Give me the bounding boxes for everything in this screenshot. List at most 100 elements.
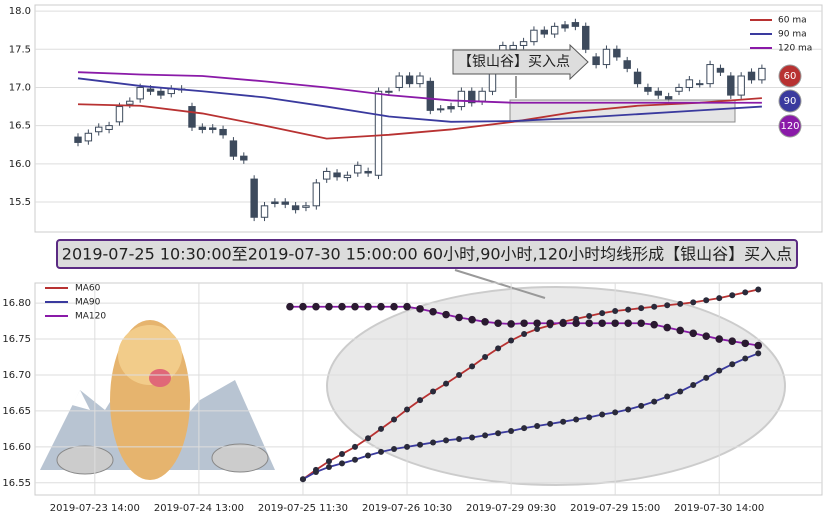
- ma-point: [378, 425, 385, 432]
- candle-body: [540, 29, 549, 35]
- ma-point: [507, 320, 515, 328]
- decor: [40, 286, 786, 486]
- candle-body: [509, 44, 517, 50]
- candle-body: [84, 132, 93, 142]
- ma-point: [599, 310, 606, 317]
- ma-point: [534, 423, 541, 430]
- y-tick-label: 16.75: [2, 334, 31, 345]
- dog-head: [118, 325, 182, 385]
- ma-point: [521, 331, 528, 338]
- ma-point: [598, 319, 606, 328]
- ma-point: [729, 292, 736, 299]
- ma-point: [676, 326, 685, 335]
- ma-point: [468, 315, 476, 324]
- candle-body: [519, 41, 528, 46]
- ma-point: [625, 306, 632, 313]
- y-tick-label: 16.65: [2, 406, 31, 417]
- candle-body: [571, 22, 580, 27]
- candle-body: [385, 90, 393, 93]
- banner-arrow: [454, 269, 546, 299]
- candle-body: [208, 127, 217, 130]
- y-tick-label: 16.60: [2, 442, 31, 453]
- plot-frame: [34, 282, 823, 496]
- ma-point: [495, 345, 502, 352]
- candle-body: [364, 170, 372, 174]
- candle-body: [95, 126, 103, 133]
- ma-point: [664, 393, 671, 400]
- ma-line: [77, 97, 762, 140]
- y-tick-label: 16.80: [2, 298, 31, 309]
- y-tick-label: 16.5: [9, 121, 31, 132]
- ma-point: [741, 339, 750, 348]
- ma-point: [417, 441, 424, 448]
- candle-body: [405, 75, 414, 85]
- candle-body: [291, 205, 300, 211]
- ma-point: [612, 308, 619, 315]
- candle-body: [374, 90, 383, 176]
- ma-point: [365, 452, 372, 459]
- legend-label: 90 ma: [778, 30, 807, 40]
- ma-point: [430, 439, 437, 446]
- ma-point: [404, 406, 411, 413]
- ma-point: [728, 337, 737, 346]
- ma-point: [637, 319, 645, 328]
- ma-point: [715, 335, 724, 343]
- ma-point: [625, 406, 632, 413]
- ingot: [56, 445, 114, 475]
- legend-label: MA120: [75, 312, 106, 322]
- plot-frame: [34, 4, 823, 233]
- ma-point: [338, 451, 345, 458]
- annotation-text: 【银山谷】买入点: [458, 54, 570, 70]
- y-tick-label: 17.5: [9, 44, 31, 55]
- ma-point: [494, 319, 502, 328]
- candle-body: [457, 90, 466, 108]
- ma-point: [651, 303, 658, 310]
- ma-point: [521, 425, 528, 432]
- ma-point: [482, 354, 489, 361]
- annotation-box: [452, 43, 589, 81]
- legend-label: 120 ma: [778, 44, 812, 54]
- candle-body: [250, 178, 258, 218]
- ma-point: [689, 329, 698, 338]
- ma-point: [391, 446, 398, 453]
- end-marker: [778, 64, 802, 88]
- ma-point: [677, 300, 684, 307]
- x-tick-label: 2019-07-23 14:00: [50, 503, 140, 514]
- ma-point: [664, 302, 671, 309]
- candle-body: [395, 75, 403, 88]
- ma-point: [599, 411, 606, 418]
- ma-point: [312, 469, 319, 476]
- candle-body: [157, 90, 165, 96]
- candle-body: [623, 60, 631, 69]
- end-label: 60: [784, 71, 797, 82]
- banner-box: [56, 239, 798, 269]
- candle-body: [675, 86, 683, 92]
- y-tick-label: 18.0: [9, 6, 31, 17]
- legend-label: MA60: [75, 284, 101, 294]
- ma-point: [481, 318, 489, 326]
- candle-body: [74, 136, 82, 143]
- ma-point: [742, 289, 749, 296]
- ma-point: [508, 337, 515, 344]
- ma-point: [585, 319, 593, 328]
- ma-point: [416, 305, 424, 313]
- x-tick-label: 2019-07-25 11:30: [258, 503, 348, 514]
- candle-body: [654, 90, 662, 96]
- y-tick-label: 15.5: [9, 197, 31, 208]
- ma-point: [377, 302, 385, 311]
- candle-body: [696, 83, 704, 86]
- banner-text: 2019-07-25 10:30:00至2019-07-30 15:00:00 …: [62, 245, 792, 264]
- ma-point: [482, 432, 489, 439]
- ma-point: [390, 302, 398, 311]
- candle-body: [115, 106, 124, 123]
- x-tick-label: 2019-07-29 15:00: [570, 503, 660, 514]
- candle-body: [685, 79, 694, 88]
- ma-point: [742, 355, 749, 362]
- candle-body: [602, 48, 611, 66]
- ma-point: [352, 456, 359, 463]
- ma-point: [612, 409, 619, 416]
- candle-body: [478, 90, 486, 102]
- ma-point: [534, 325, 541, 332]
- candle-body: [105, 125, 113, 130]
